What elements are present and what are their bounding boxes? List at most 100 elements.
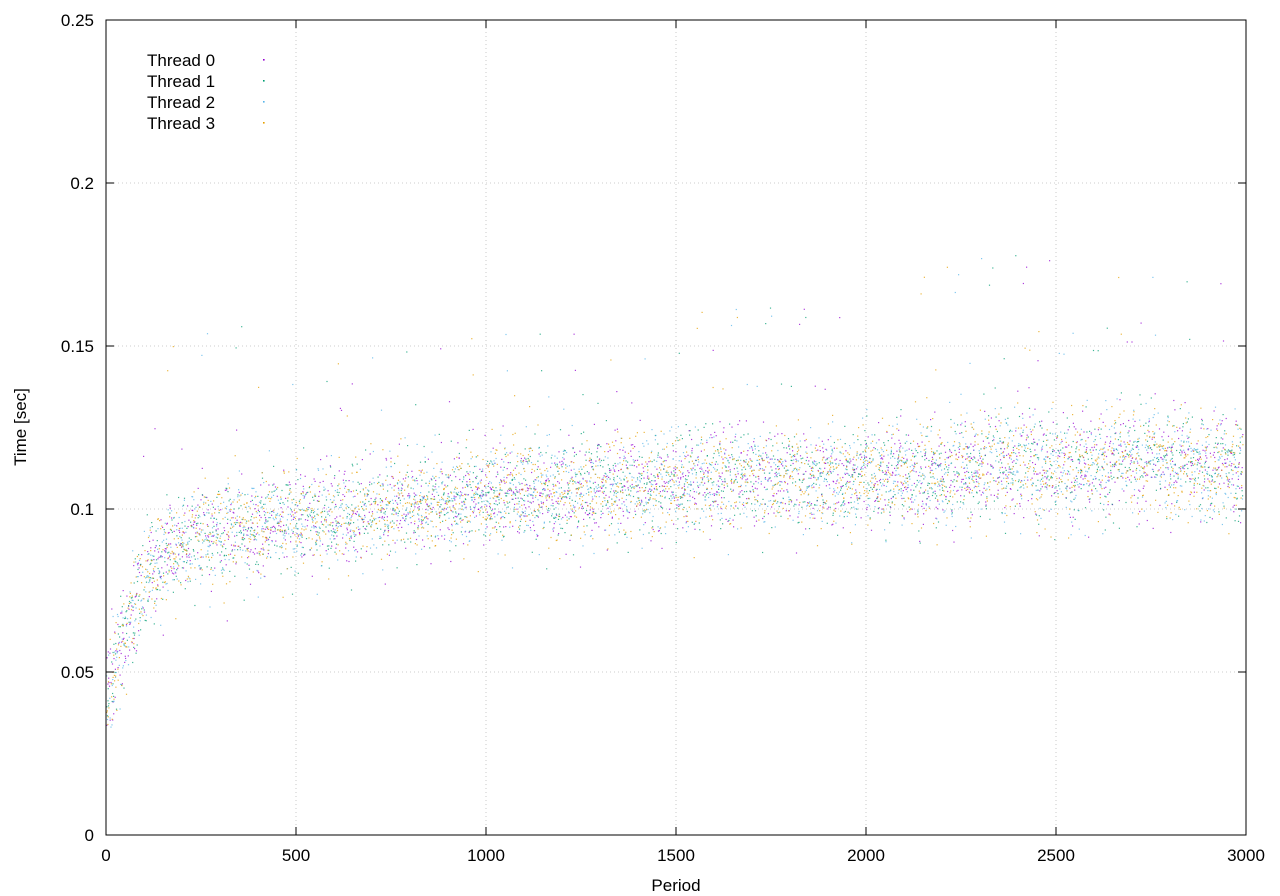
data-point xyxy=(1210,503,1212,505)
data-point xyxy=(838,501,840,503)
data-point xyxy=(374,498,376,501)
data-point xyxy=(344,470,346,472)
data-point xyxy=(380,409,383,411)
data-point xyxy=(726,470,728,472)
data-point xyxy=(722,431,724,433)
data-point xyxy=(878,480,881,482)
data-point xyxy=(750,466,752,468)
data-point xyxy=(1017,390,1019,392)
data-point xyxy=(225,564,227,566)
data-point xyxy=(914,463,916,465)
data-point xyxy=(231,531,233,533)
data-point xyxy=(289,513,291,515)
data-point xyxy=(284,535,286,537)
data-point xyxy=(218,512,220,514)
data-point xyxy=(782,465,784,467)
data-point xyxy=(1234,520,1236,522)
data-point xyxy=(357,481,359,483)
data-point xyxy=(262,528,264,530)
data-point xyxy=(571,476,573,478)
data-point xyxy=(735,460,738,462)
data-point xyxy=(353,522,355,524)
data-point xyxy=(833,441,835,444)
data-point xyxy=(345,480,347,482)
data-point xyxy=(643,477,645,479)
data-point xyxy=(699,517,701,519)
data-point xyxy=(300,554,302,556)
data-point xyxy=(847,511,849,513)
data-point xyxy=(560,497,563,499)
data-point xyxy=(642,467,644,469)
data-point xyxy=(523,515,525,518)
data-point xyxy=(255,504,257,506)
data-point xyxy=(584,501,586,504)
data-point xyxy=(725,466,727,468)
data-point xyxy=(616,542,618,544)
data-point xyxy=(312,496,314,498)
data-point xyxy=(527,489,529,492)
data-point xyxy=(235,521,237,524)
data-point xyxy=(852,474,854,476)
data-point xyxy=(871,474,873,476)
data-point xyxy=(796,468,798,470)
data-point xyxy=(343,473,345,475)
data-point xyxy=(155,610,157,612)
data-point xyxy=(657,454,659,456)
data-point xyxy=(413,532,415,534)
data-point xyxy=(542,501,544,504)
data-point xyxy=(491,510,493,512)
data-point xyxy=(275,514,277,516)
data-point xyxy=(316,539,318,541)
data-point xyxy=(1012,446,1014,449)
data-point xyxy=(849,462,851,464)
data-point xyxy=(1153,433,1155,435)
data-point xyxy=(598,526,600,528)
data-point xyxy=(204,539,206,541)
data-point xyxy=(209,544,211,547)
data-point xyxy=(240,532,242,534)
data-point xyxy=(213,534,215,536)
data-point xyxy=(1034,441,1036,443)
data-point xyxy=(503,502,505,504)
data-point xyxy=(591,461,593,463)
data-point xyxy=(495,487,497,489)
data-point xyxy=(234,545,237,547)
data-point xyxy=(1151,438,1153,440)
data-point xyxy=(830,462,832,464)
data-point xyxy=(953,486,956,488)
data-point xyxy=(648,481,651,483)
data-point xyxy=(932,476,934,478)
data-point xyxy=(613,479,615,481)
data-point xyxy=(364,502,366,505)
data-point xyxy=(332,528,334,530)
data-point xyxy=(635,513,637,516)
data-point xyxy=(670,471,672,473)
data-point xyxy=(193,550,195,552)
data-point xyxy=(814,385,816,387)
data-point xyxy=(520,473,522,476)
data-point xyxy=(539,492,541,494)
data-point xyxy=(504,447,506,449)
data-point xyxy=(821,440,823,442)
data-point xyxy=(679,455,681,457)
data-point xyxy=(381,516,383,518)
data-point xyxy=(556,464,558,466)
data-point xyxy=(212,569,214,572)
data-point xyxy=(1145,461,1147,463)
data-point xyxy=(414,531,416,533)
data-point xyxy=(616,391,618,393)
data-point xyxy=(1200,427,1202,429)
data-point xyxy=(166,522,168,524)
data-point xyxy=(582,477,584,479)
data-point xyxy=(810,477,812,479)
data-point xyxy=(124,645,126,647)
data-point xyxy=(458,457,460,459)
data-point xyxy=(158,572,160,575)
data-point xyxy=(1038,515,1040,517)
data-point xyxy=(568,490,570,492)
data-point xyxy=(965,482,967,484)
data-point xyxy=(568,512,570,514)
data-point xyxy=(218,490,220,493)
data-point xyxy=(538,510,540,512)
data-point xyxy=(186,560,188,562)
